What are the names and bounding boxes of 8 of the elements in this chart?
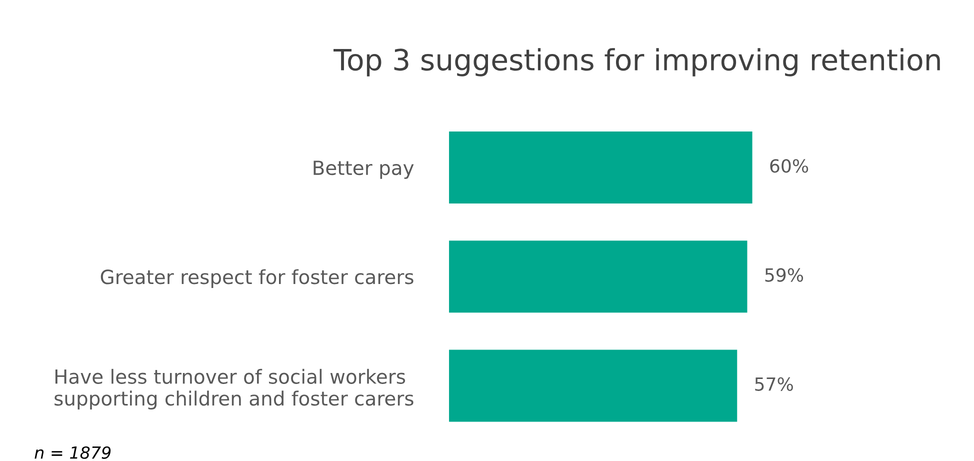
data-label: 59%	[765, 268, 804, 282]
data-label: 60%	[770, 159, 808, 173]
y-tick-label: Better pay	[314, 160, 414, 179]
y-tick-label: Have less turnover of social workers supporting children and foster carers	[54, 368, 414, 410]
chart-title: Top 3 suggestions for improving retention	[334, 48, 940, 76]
y-tick-label: Greater respect for foster carers	[100, 269, 414, 288]
data-label: 57%	[755, 377, 793, 391]
text: n = 1879	[34, 446, 111, 459]
